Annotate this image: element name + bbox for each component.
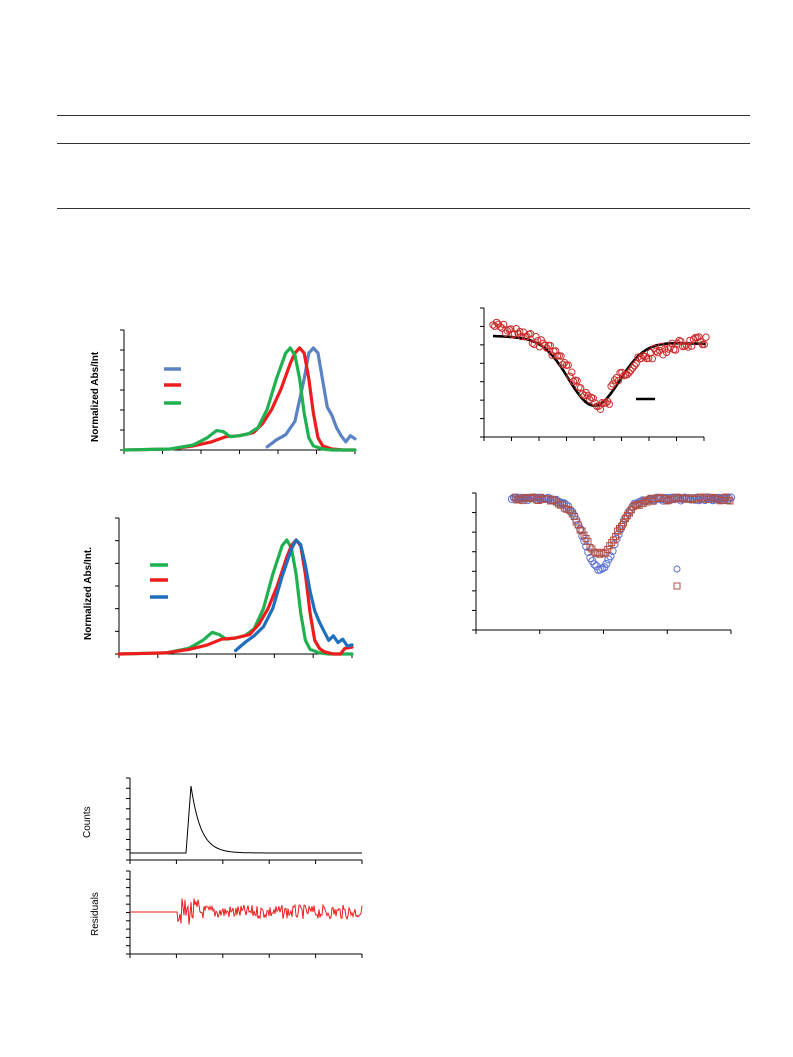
dip-top-point [516,327,524,336]
dip-top-point [648,355,656,363]
dip-top-point [557,352,565,360]
residuals-curve [130,898,363,925]
dip-top-point [677,337,685,346]
dip-top-point [500,320,508,329]
dip-bottom-point-square [610,536,618,544]
dip-top-point [559,360,567,369]
dip-bottom-point-square [618,523,625,530]
dip-top-point [546,341,554,350]
dip-bottom-point-circle [596,565,605,574]
dip-top-point [602,399,610,407]
dip-top-point [634,353,642,361]
dip-top-point [532,333,540,341]
spec-bottom-series-3 [233,538,354,653]
dip-bottom-legend-square [673,582,681,590]
dip-top-point [641,352,649,361]
dip-top-point [605,400,613,408]
dip-top-point [568,368,576,376]
dip-top-point [630,362,639,370]
decay-curve [130,785,362,854]
dip-bottom-point-square [604,546,612,553]
dip-top-point [664,345,673,353]
middle-rule [57,143,750,144]
dip-top-point [682,341,690,349]
dip-bottom-point-square [574,521,582,529]
dip-top-point [684,343,692,351]
dip-bottom-point-square [576,526,584,534]
dip-bottom-point-square [724,496,732,504]
dip-top-point [586,395,594,404]
dip-top-point [609,380,617,388]
dip-bottom-point-square [635,501,643,509]
dip-top-point [573,377,581,385]
dip-bottom-point-square [564,506,572,514]
dip-bottom-point-square [554,500,562,508]
dip-top-point [625,369,633,377]
dip-bottom-point-square [657,493,665,501]
dip-top-point [492,318,501,327]
dip-bottom-point-square [578,527,586,535]
dip-top-point [700,340,708,349]
dip-top-point [628,364,637,372]
dip-top-point [596,405,605,413]
dip-top-point [569,377,578,386]
dip-top-point [589,394,597,402]
dip-bottom-point-circle [602,559,611,568]
spec-top-series-3 [122,346,357,452]
dip-bottom-legend-circle [673,565,681,573]
dip-top-point [564,361,572,369]
bottom-rule [57,208,750,209]
dip-bottom-point-square [558,500,566,508]
dip-bottom-point-square [612,533,620,540]
dip-bottom-point-square [550,496,558,504]
dip-bottom-point-circle [590,560,599,569]
dip-bottom-point-square [586,544,594,551]
dip-top-point [578,390,587,398]
dip-top-point [695,333,703,341]
dip-bottom-point-square [616,524,623,532]
dip-top-point [517,332,526,341]
dip-top-point [541,341,549,350]
dip-top-point [566,372,574,380]
top-rule [57,115,750,116]
dip-top-point [614,377,622,385]
dip-top-point [661,345,669,353]
dip-top-point [491,322,499,330]
dip-bottom-point-square [623,512,631,520]
dip-top-point [526,330,535,338]
dip-top-point [632,359,640,368]
dip-top-point [671,346,680,354]
dip-top-point [652,347,660,355]
spec-bottom-series-1 [117,538,354,656]
dip-top-point [607,382,615,390]
dip-bottom-point-square [600,550,608,558]
dip-top-point [551,347,560,355]
dip-bottom-point-square [726,497,734,505]
dip-top-point [611,376,619,384]
dip-top-point [503,327,511,335]
spec-top-series-1 [265,346,357,449]
spec-top-series-2 [122,346,357,452]
dip-top-point [702,333,710,341]
dip-bottom-point-square [620,519,627,527]
dip-top-point [688,342,696,350]
